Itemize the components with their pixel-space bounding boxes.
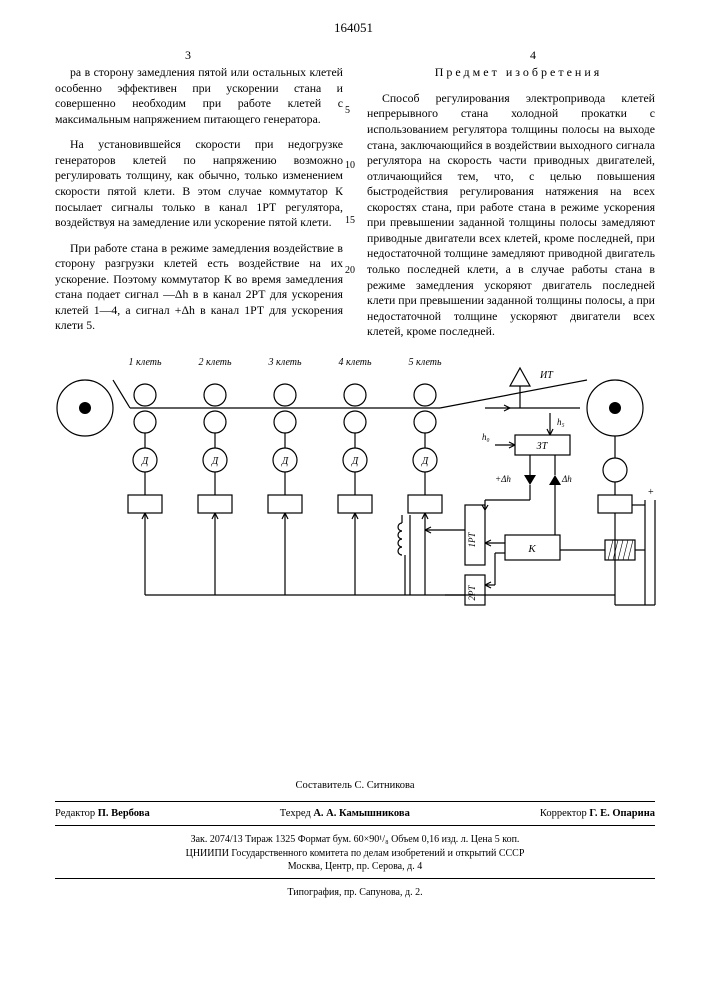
- document-number: 164051: [0, 20, 707, 36]
- footer: Составитель С. Ситникова Редактор П. Вер…: [55, 780, 655, 898]
- svg-text:4 клеть: 4 клеть: [338, 357, 372, 368]
- svg-text:Д: Д: [351, 456, 359, 467]
- svg-text:Д: Д: [141, 456, 149, 467]
- corrector-label: Корректор: [540, 808, 587, 819]
- svg-text:+: +: [648, 487, 654, 498]
- svg-text:3 клеть: 3 клеть: [267, 357, 302, 368]
- svg-text:5 клеть: 5 клеть: [408, 357, 442, 368]
- svg-text:Д: Д: [421, 456, 429, 467]
- svg-text:1РТ: 1РТ: [467, 532, 477, 548]
- schematic-diagram: 1 клеть Д 2 клеть Д 3 клеть Д 4 клеть Д 5 клеть Д…: [50, 340, 660, 640]
- corrector-name: Г. Е. Опарина: [589, 808, 655, 819]
- pub-line: Зак. 2074/13 Тираж 1325 Формат бум. 60×9…: [55, 833, 655, 847]
- page-number-left: 3: [185, 48, 191, 63]
- svg-text:+Δh: +Δh: [495, 474, 511, 484]
- pub-line: Москва, Центр, пр. Серова, д. 4: [55, 860, 655, 874]
- right-column: Предмет изобретения Способ регулирования…: [367, 65, 655, 350]
- pub-line: ЦНИИПИ Государственного комитета по дела…: [55, 847, 655, 861]
- divider: [55, 801, 655, 802]
- divider: [55, 878, 655, 879]
- divider: [55, 825, 655, 826]
- svg-text:2РТ: 2РТ: [467, 585, 477, 601]
- svg-text:Δh: Δh: [561, 474, 572, 484]
- svg-text:ИТ: ИТ: [539, 370, 554, 381]
- paragraph: При работе стана в режиме замедления воз…: [55, 241, 343, 334]
- left-column: ра в сторону замедления пятой или осталь…: [55, 65, 343, 350]
- paragraph: Способ регулирования электропривода клет…: [367, 91, 655, 340]
- section-title: Предмет изобретения: [367, 65, 655, 81]
- svg-text:Д: Д: [211, 456, 219, 467]
- editor-label: Редактор: [55, 808, 95, 819]
- svg-text:2 клеть: 2 клеть: [198, 357, 232, 368]
- typography-line: Типография, пр. Сапунова, д. 2.: [55, 887, 655, 898]
- tech-name: А. А. Камышникова: [313, 808, 410, 819]
- svg-text:h₅: h₅: [557, 417, 565, 427]
- svg-text:h₀: h₀: [482, 432, 490, 442]
- svg-text:К: К: [527, 543, 536, 555]
- publication-info: Зак. 2074/13 Тираж 1325 Формат бум. 60×9…: [55, 830, 655, 874]
- text-columns: ра в сторону замедления пятой или осталь…: [55, 65, 655, 350]
- svg-text:ЗТ: ЗТ: [537, 441, 549, 452]
- paragraph: ра в сторону замедления пятой или осталь…: [55, 65, 343, 127]
- composer-line: Составитель С. Ситникова: [55, 780, 655, 791]
- tech-label: Техред: [280, 808, 311, 819]
- editor-name: П. Вербова: [98, 808, 150, 819]
- page-number-right: 4: [530, 48, 536, 63]
- paragraph: На установившейся скорости при недогрузк…: [55, 137, 343, 230]
- svg-text:1 клеть: 1 клеть: [128, 357, 162, 368]
- svg-text:Д: Д: [281, 456, 289, 467]
- staff-line: Редактор П. Вербова Техред А. А. Камышни…: [55, 806, 655, 821]
